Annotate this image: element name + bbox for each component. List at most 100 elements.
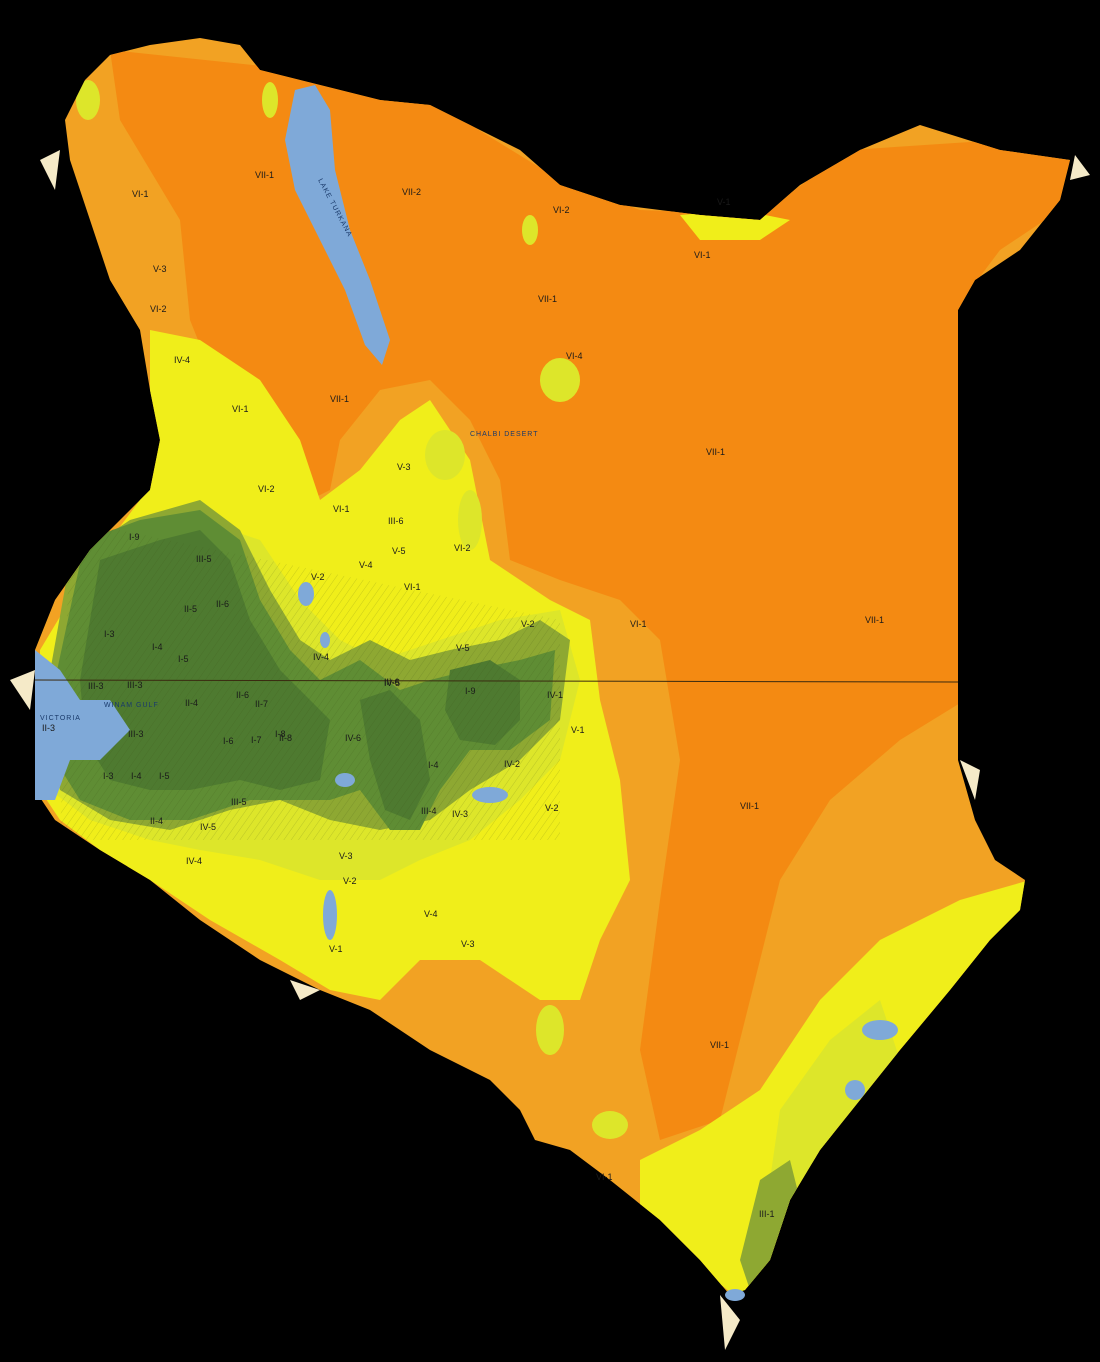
zone-label: IV-5: [384, 678, 400, 688]
zone-label: V-1: [717, 197, 731, 207]
fringe-2: [1070, 155, 1090, 180]
zone-label: V-4: [359, 560, 373, 570]
water-bodies: [35, 85, 898, 1301]
zone-label: II-3: [42, 723, 55, 733]
lake-turkana: [285, 85, 390, 365]
zone-label: III-4: [421, 806, 437, 816]
fringe-5: [290, 980, 320, 1000]
zone-label: V-3: [339, 851, 353, 861]
zone-label: II-8: [279, 733, 292, 743]
zone-label: V-3: [397, 462, 411, 472]
zone-label: IV-4: [186, 856, 202, 866]
coast-fringe: [10, 150, 1090, 1350]
zone-label: VI-1: [333, 504, 350, 514]
zone-label: IV-6: [345, 733, 361, 743]
coastal-water-3: [725, 1289, 745, 1301]
lake-bogoria: [320, 632, 330, 648]
zone-label: V-3: [461, 939, 475, 949]
coastal-water-2: [845, 1080, 865, 1100]
zone-label: IV-3: [452, 809, 468, 819]
lake-victoria: [35, 650, 130, 800]
zone-label: VII-1: [865, 615, 884, 625]
zone-label: II-4: [185, 698, 198, 708]
zone-label: VI-1: [404, 582, 421, 592]
zone-label: I-7: [251, 735, 262, 745]
lake-naivasha: [335, 773, 355, 787]
winam-gulf-label: WINAM GULF: [104, 702, 159, 709]
zone-label: II-5: [184, 604, 197, 614]
zone-label: I-9: [129, 532, 140, 542]
zone-label: VI-2: [150, 304, 167, 314]
zone-label: II-6: [216, 599, 229, 609]
zone-label: I-5: [178, 654, 189, 664]
masinga-reservoir: [472, 787, 508, 803]
zone-label: V-2: [343, 876, 357, 886]
zone-label: IV-4: [174, 355, 190, 365]
zone-label: VI-1: [132, 189, 149, 199]
zone-label: I-8: [275, 729, 286, 739]
zone-patch-north-5: [458, 490, 482, 550]
fringe-1: [40, 150, 60, 190]
zone-label: IV-2: [504, 759, 520, 769]
zone-label: VII-2: [402, 187, 421, 197]
zone-label: II-6: [236, 690, 249, 700]
zone-label: VII-1: [255, 170, 274, 180]
zone-label: IV-5: [200, 822, 216, 832]
zone-label: VI-2: [553, 205, 570, 215]
zone-label: III-3: [127, 680, 143, 690]
zone-label: V-4: [424, 909, 438, 919]
zone-label: VI-1: [232, 404, 249, 414]
zone-label: VI-4: [566, 351, 583, 361]
zone-label: I-3: [103, 771, 114, 781]
lake-magadi: [323, 890, 337, 940]
zone-label: III-6: [388, 516, 404, 526]
zone-label: IV-1: [547, 690, 563, 700]
zone-label: I-9: [465, 686, 476, 696]
zone-label: I-4: [428, 760, 439, 770]
chalbi-desert-label: CHALBI DESERT: [470, 431, 539, 438]
lake-victoria-label: VICTORIA: [40, 715, 81, 722]
zone-label: III-3: [128, 729, 144, 739]
zone-label: II-7: [255, 699, 268, 709]
fringe-6: [10, 670, 35, 710]
zone-label: VII-1: [706, 447, 725, 457]
zone-label: VII-1: [538, 294, 557, 304]
zone-label: VII-1: [740, 801, 759, 811]
zone-patch-north-1: [76, 80, 100, 120]
zone-label: I-4: [131, 771, 142, 781]
zone-label: III-3: [88, 681, 104, 691]
hatch-overlay: [60, 520, 560, 840]
zone-label: III-5: [231, 797, 247, 807]
zone-label: V-1: [571, 725, 585, 735]
fringe-3: [960, 760, 980, 800]
zone-label: II-4: [150, 816, 163, 826]
zone-patch-north-3: [540, 358, 580, 402]
zone-patch-south-1: [592, 1111, 628, 1139]
zone-label: VI-1: [596, 1172, 613, 1182]
zone-patch-north-6: [522, 215, 538, 245]
zone-label: VII-1: [710, 1040, 729, 1050]
zone-label: V-1: [329, 944, 343, 954]
lake-baringo: [298, 582, 314, 606]
fringe-4: [720, 1295, 740, 1350]
zone-label: VI-2: [258, 484, 275, 494]
zone-label: III-6: [384, 677, 400, 687]
zone-label: V-2: [521, 619, 535, 629]
zone-label: V-3: [153, 264, 167, 274]
zone-patch-north-4: [425, 430, 465, 480]
zone-iii-coast: [740, 1160, 800, 1290]
zone-label: V-2: [311, 572, 325, 582]
zone-label: I-5: [159, 771, 170, 781]
zone-label: VI-1: [630, 619, 647, 629]
coastal-water-1: [862, 1020, 898, 1040]
zone-label: I-3: [104, 629, 115, 639]
zone-label: IV-4: [313, 652, 329, 662]
zone-label: III-1: [759, 1209, 775, 1219]
zone-label: V-2: [545, 803, 559, 813]
zone-label: I-4: [152, 642, 163, 652]
zone-vii-north: [110, 50, 1070, 1140]
zone-label: VII-1: [330, 394, 349, 404]
zone-label: I-6: [223, 736, 234, 746]
